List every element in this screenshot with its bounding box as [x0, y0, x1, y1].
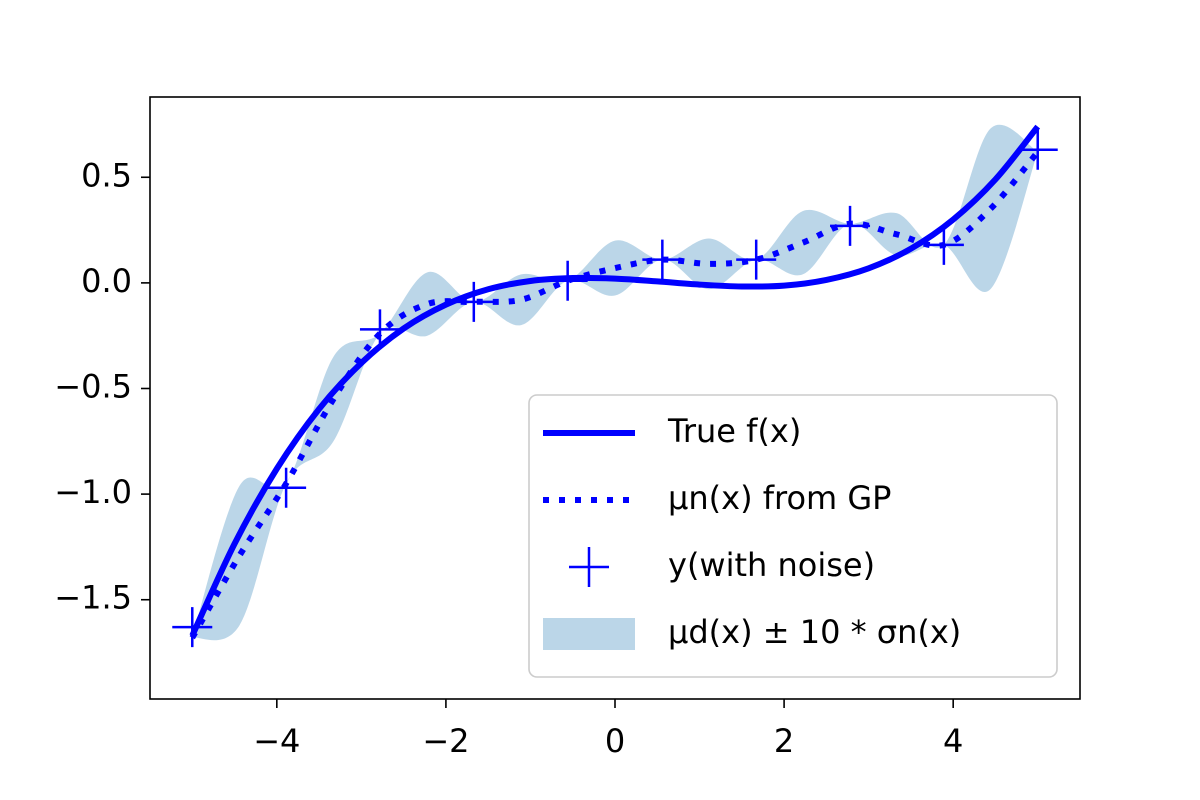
data-point	[736, 239, 777, 280]
data-point	[172, 607, 213, 648]
data-point	[642, 239, 683, 280]
x-tick-label: −4	[253, 722, 300, 760]
data-point	[923, 224, 964, 265]
x-tick-label: 2	[774, 722, 794, 760]
data-point	[359, 309, 400, 350]
plot-frame	[149, 96, 1081, 700]
legend-swatch	[543, 618, 635, 650]
data-point	[830, 205, 871, 246]
legend-swatch	[569, 547, 609, 587]
y-tick-label: 0.0	[81, 262, 132, 300]
x-tick-label: 4	[943, 722, 963, 760]
data-point	[453, 281, 494, 322]
data-point	[266, 467, 307, 508]
gp-mean-line	[189, 150, 1041, 640]
y-tick-label: −1.5	[54, 579, 132, 617]
legend-label: μd(x) ± 10 * σn(x)	[668, 613, 961, 651]
legend-box	[528, 394, 1058, 678]
legend-label: μn(x) from GP	[668, 479, 891, 517]
plot-area	[172, 124, 1058, 648]
y-tick-label: −0.5	[54, 367, 132, 405]
legend-label: y(with noise)	[668, 546, 875, 584]
legend-label: True f(x)	[667, 412, 801, 450]
data-point	[547, 260, 588, 301]
data-point	[1017, 129, 1058, 170]
y-tick-label: 0.5	[81, 156, 132, 194]
x-tick-label: −2	[422, 722, 469, 760]
true-line	[189, 124, 1041, 637]
x-tick-label: 0	[605, 722, 625, 760]
y-tick-label: −1.0	[54, 473, 132, 511]
